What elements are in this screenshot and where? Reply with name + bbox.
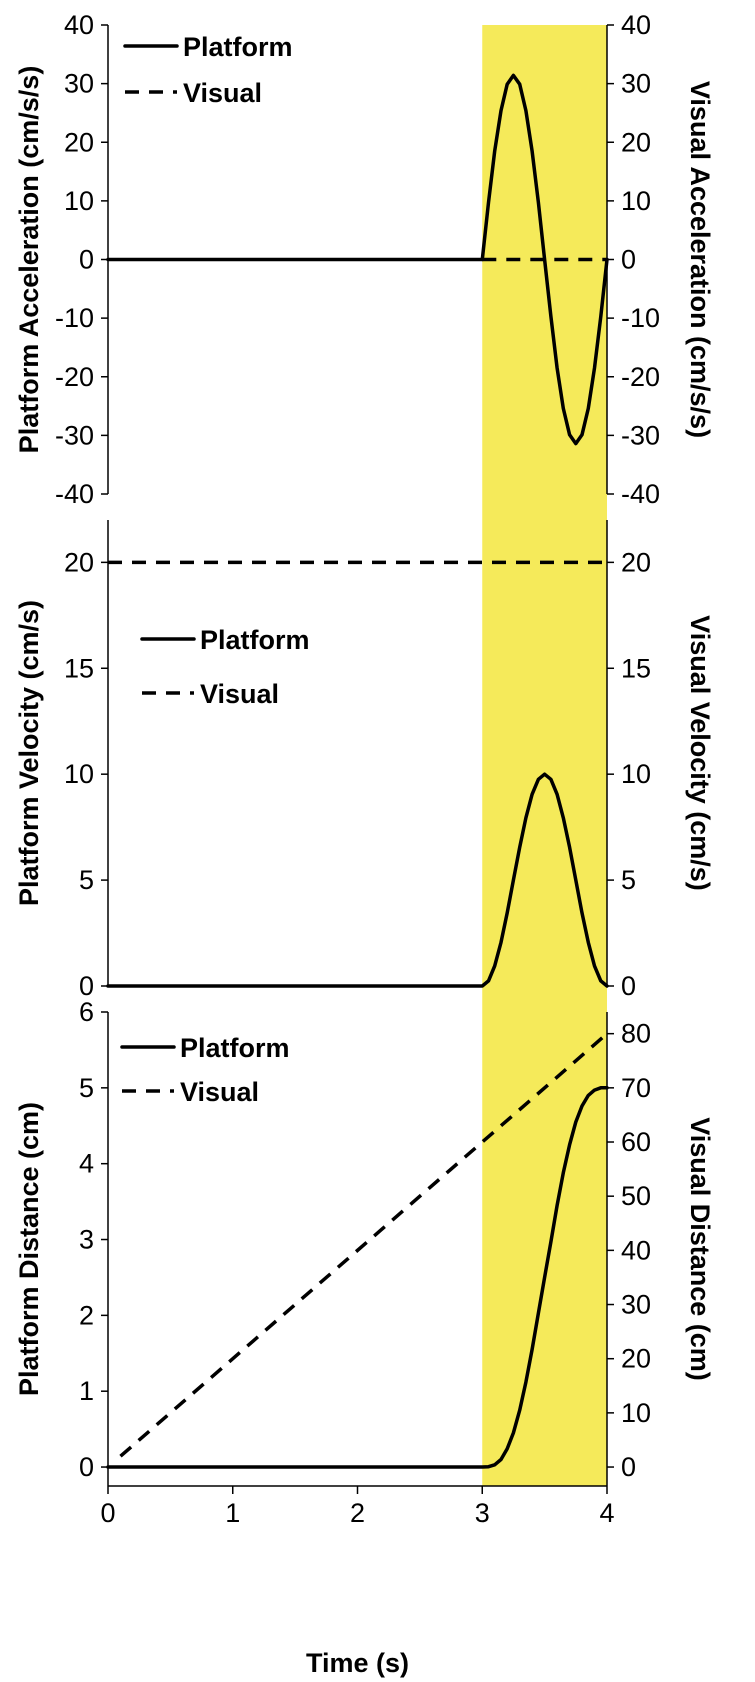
right-tick-label: 10: [621, 186, 651, 216]
left-tick-label: 0: [79, 971, 94, 1001]
left-tick-label: -10: [55, 303, 94, 333]
right-tick-label: 40: [621, 10, 651, 40]
series-visual-line: [119, 1032, 609, 1458]
right-tick-label: -20: [621, 362, 660, 392]
left-tick-label: 20: [64, 127, 94, 157]
right-tick-label: 60: [621, 1127, 651, 1157]
right-tick-label: 80: [621, 1019, 651, 1049]
right-tick-label: 40: [621, 1235, 651, 1265]
left-tick-label: 2: [79, 1300, 94, 1330]
panel-acceleration: -40 -30 -20 -10 0 10 20 30 40 -40 -30 -20 -10 0 10 20 30…: [14, 10, 715, 509]
legend-platform-label: Platform: [183, 32, 293, 62]
x-tick-label: 2: [350, 1498, 365, 1528]
x-axis-title: Time (s): [306, 1648, 409, 1678]
x-tick-label: 4: [599, 1498, 614, 1528]
left-tick-label: -40: [55, 479, 94, 509]
left-axis-title: Platform Velocity (cm/s): [14, 600, 44, 906]
right-tick-label: -30: [621, 420, 660, 450]
right-tick-label: 15: [621, 653, 651, 683]
right-tick-label: -40: [621, 479, 660, 509]
left-tick-label: 4: [79, 1149, 94, 1179]
left-axis-title: Platform Distance (cm): [14, 1102, 44, 1396]
legend-platform-label: Platform: [200, 625, 310, 655]
x-tick-label: 3: [475, 1498, 490, 1528]
left-tick-label: 1: [79, 1376, 94, 1406]
right-tick-label: 50: [621, 1181, 651, 1211]
left-tick-label: 3: [79, 1225, 94, 1255]
left-tick-label: 6: [79, 997, 94, 1027]
right-tick-label: 10: [621, 1398, 651, 1428]
legend-platform-label: Platform: [180, 1033, 290, 1063]
left-tick-label: 15: [64, 653, 94, 683]
right-tick-label: 5: [621, 865, 636, 895]
right-tick-label: 0: [621, 245, 636, 275]
legend-visual-label: Visual: [200, 679, 279, 709]
right-tick-label: 70: [621, 1073, 651, 1103]
legend-visual-label: Visual: [183, 78, 262, 108]
right-tick-label: 20: [621, 127, 651, 157]
legend-visual-label: Visual: [180, 1077, 259, 1107]
right-tick-label: 0: [621, 1452, 636, 1482]
panel-velocity: 0 5 10 15 20 0 5 10 15 20 Platform Velocity (cm/s)…: [14, 520, 715, 1001]
series-platform-line: [106, 1086, 609, 1469]
left-tick-label: 30: [64, 69, 94, 99]
left-tick-label: 0: [79, 245, 94, 275]
x-tick-label: 1: [225, 1498, 240, 1528]
left-axis-title: Platform Acceleration (cm/s/s): [14, 66, 44, 454]
right-tick-label: 0: [621, 971, 636, 1001]
right-tick-label: 20: [621, 1344, 651, 1374]
right-tick-label: 30: [621, 1290, 651, 1320]
right-tick-label: 30: [621, 69, 651, 99]
left-tick-label: 5: [79, 865, 94, 895]
right-tick-label: -10: [621, 303, 660, 333]
series-platform-line: [106, 772, 609, 988]
left-tick-label: 20: [64, 547, 94, 577]
right-tick-label: 20: [621, 547, 651, 577]
left-tick-label: 5: [79, 1073, 94, 1103]
x-tick-label: 0: [100, 1498, 115, 1528]
left-tick-label: -20: [55, 362, 94, 392]
left-tick-label: 0: [79, 1452, 94, 1482]
right-axis-title: Visual Velocity (cm/s): [685, 615, 715, 891]
right-tick-label: 10: [621, 759, 651, 789]
left-tick-label: 40: [64, 10, 94, 40]
left-tick-label: -30: [55, 420, 94, 450]
right-axis-title: Visual Distance (cm): [685, 1117, 715, 1381]
left-tick-label: 10: [64, 759, 94, 789]
left-tick-label: 10: [64, 186, 94, 216]
right-axis-title: Visual Acceleration (cm/s/s): [685, 81, 715, 438]
series-platform-line: [106, 73, 609, 446]
